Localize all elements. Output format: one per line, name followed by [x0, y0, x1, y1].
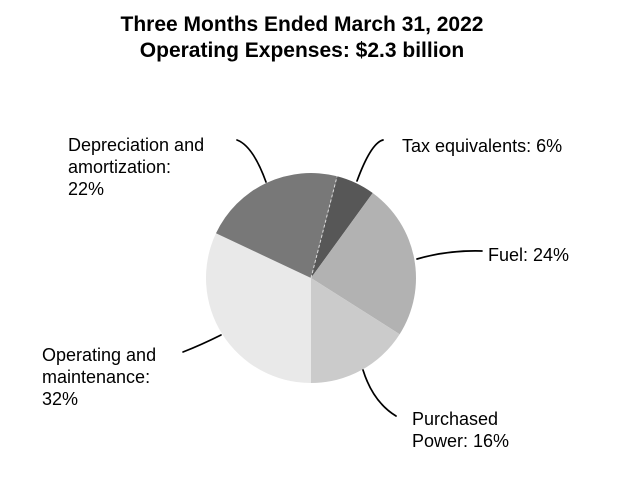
pie-slice-tax-equivalents	[311, 176, 373, 278]
slice-divider-highlight	[310, 176, 338, 279]
leader-line-depreciation	[236, 139, 267, 183]
chart-title-line1: Three Months Ended March 31, 2022	[120, 13, 484, 36]
label-operating-line1: Operating and	[42, 345, 157, 365]
label-tax-equivalents-line1: Tax equivalents: 6%	[402, 136, 563, 156]
pie-slice-depreciation-and-amortization	[215, 173, 338, 278]
pie-slice-purchased-power	[311, 278, 400, 383]
label-purchased-power: Purchased Power: 16%	[412, 408, 509, 452]
label-purchased-line1: Purchased	[412, 409, 499, 429]
label-depreciation-line1: Depreciation and	[68, 135, 205, 155]
label-fuel-line1: Fuel: 24%	[488, 245, 570, 265]
leader-line-purchased	[362, 369, 397, 417]
label-depreciation-value: 22%	[68, 179, 105, 199]
label-depreciation: Depreciation and amortization: 22%	[68, 134, 204, 200]
leader-line-fuel	[416, 250, 483, 260]
pie-slice-fuel	[311, 193, 416, 335]
label-tax-equivalents: Tax equivalents: 6%	[402, 135, 562, 157]
pie-slices	[205, 173, 416, 383]
leader-line-tax	[356, 139, 384, 182]
label-purchased-line2: Power: 16%	[412, 431, 510, 451]
label-fuel: Fuel: 24%	[488, 244, 569, 266]
label-operating-value: 32%	[42, 389, 79, 409]
chart-title: Three Months Ended March 31, 2022 Operat…	[0, 12, 604, 64]
label-operating-line2: maintenance:	[42, 367, 151, 387]
label-depreciation-line2: amortization:	[68, 157, 172, 177]
leader-line-operating	[182, 334, 222, 353]
label-operating-maintenance: Operating and maintenance: 32%	[42, 344, 156, 410]
chart-title-line2: Operating Expenses: $2.3 billion	[139, 39, 465, 62]
pie-slice-operating-and-maintenance	[205, 233, 311, 383]
